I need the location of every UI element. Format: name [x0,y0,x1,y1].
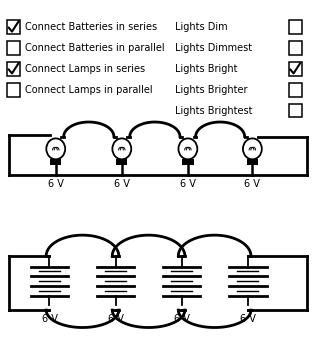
Bar [182,159,194,165]
Bar [7,41,20,55]
Text: 6 V: 6 V [41,314,58,324]
Text: Connect Lamps in parallel: Connect Lamps in parallel [25,85,153,95]
Text: Connect Lamps in series: Connect Lamps in series [25,64,145,74]
Text: Lights Brighter: Lights Brighter [175,85,248,95]
Text: 6 V: 6 V [174,314,190,324]
Bar [289,20,302,34]
Bar [50,159,61,165]
Text: 6 V: 6 V [245,179,260,189]
Bar [289,41,302,55]
Text: 6 V: 6 V [180,179,196,189]
Bar [7,62,20,76]
Text: Lights Dim: Lights Dim [175,22,228,32]
Bar [7,20,20,34]
Text: Lights Dimmest: Lights Dimmest [175,43,252,53]
Text: 6 V: 6 V [107,314,124,324]
Bar [289,83,302,97]
Text: Connect Batteries in series: Connect Batteries in series [25,22,157,32]
Text: 6 V: 6 V [48,179,64,189]
Text: Lights Brightest: Lights Brightest [175,106,253,116]
Text: 6 V: 6 V [240,314,256,324]
Bar [7,83,20,97]
Text: Lights Bright: Lights Bright [175,64,238,74]
Text: Connect Batteries in parallel: Connect Batteries in parallel [25,43,165,53]
Bar [289,104,302,118]
Bar [289,62,302,76]
Bar [247,159,258,165]
Bar [116,159,127,165]
Text: 6 V: 6 V [114,179,130,189]
